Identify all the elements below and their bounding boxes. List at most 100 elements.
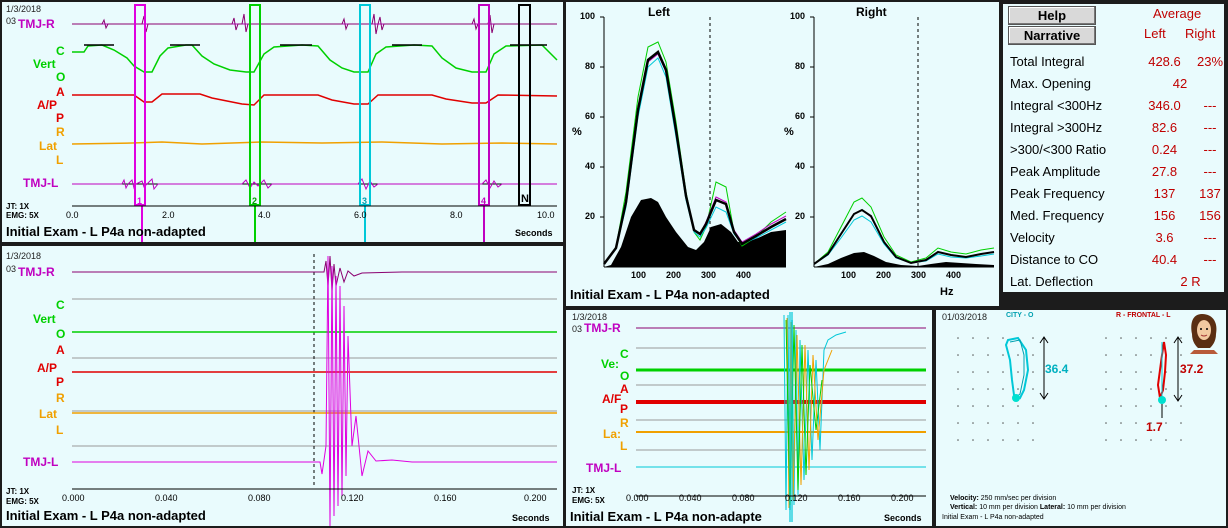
trajectory-panel: 01/03/2018 CITY - O R - FRONTAL - L 36.4… <box>936 310 1226 526</box>
channel-ap: A/P <box>37 361 58 375</box>
measure-row: Distance to CO 40.4 --- <box>1010 249 1220 271</box>
frontal-opening-value: 37.2 <box>1180 362 1204 376</box>
x-tick: 200 <box>876 270 892 280</box>
marker-4[interactable]: 4 <box>481 196 487 206</box>
channel-r: R <box>620 416 629 430</box>
left-column-header: Left <box>1144 26 1166 41</box>
channel-l: L <box>56 423 64 437</box>
measure-left: 3.6 <box>1155 230 1174 245</box>
channel-p: P <box>620 402 629 416</box>
marker-2[interactable]: 2 <box>252 196 258 206</box>
x-tick: 0.000 <box>62 493 85 503</box>
x-tick: 4.0 <box>258 210 271 220</box>
left-spectrum-title: Left <box>648 5 670 19</box>
x-tick: 0.160 <box>838 493 861 503</box>
y-axis-unit: % <box>572 126 582 138</box>
measure-left: 346.0 <box>1148 98 1181 113</box>
measure-left: 2 R <box>1180 274 1201 289</box>
x-tick: 0.040 <box>155 493 178 503</box>
channel-vert: Vert <box>33 57 56 71</box>
y-tick: 80 <box>795 61 806 71</box>
date-label: 01/03/2018 <box>942 312 988 322</box>
measure-right: --- <box>1203 98 1217 113</box>
patient-avatar <box>1190 314 1218 354</box>
x-tick: 0.000 <box>626 493 649 503</box>
y-tick: 40 <box>585 161 596 171</box>
measure-row: Lat. Deflection 2 R <box>1010 271 1220 293</box>
channel-a: A <box>56 343 65 357</box>
measure-row: Total Integral 428.6 23% <box>1010 51 1223 73</box>
date-label: 1/3/2018 <box>6 251 42 261</box>
scan-overview-panel: 1/3/2018 03 TMJ-R C Vert O A A/P P R Lat… <box>2 2 563 242</box>
velocity-label: Velocity: <box>950 495 979 502</box>
marker-3[interactable]: 3 <box>362 196 368 206</box>
sagittal-opening-value: 36.4 <box>1045 362 1069 376</box>
channel-o: O <box>620 369 630 383</box>
vertical-label: Vertical: <box>950 504 978 511</box>
x-tick: 300 <box>911 270 927 280</box>
overlay-traces <box>636 312 926 522</box>
right-column-header: Right <box>1185 26 1216 41</box>
y-tick: 80 <box>585 61 596 71</box>
narrative-button[interactable]: Narrative <box>1008 26 1096 45</box>
y-tick: 60 <box>585 111 596 121</box>
channel-p: P <box>56 111 65 125</box>
x-tick: 200 <box>666 270 682 280</box>
panel-title: Initial Exam - L P4a non-adapte <box>570 509 762 524</box>
channel-p: P <box>56 375 65 389</box>
seconds-label: Seconds <box>512 513 550 523</box>
channel-tmj-l: TMJ-L <box>586 461 622 475</box>
measure-name: Total Integral <box>1010 54 1085 69</box>
x-tick: 0.160 <box>434 493 457 503</box>
measurements-panel: Help Narrative Average Left Right Total … <box>1003 4 1224 292</box>
help-button[interactable]: Help <box>1008 6 1096 25</box>
spectrum-panel: Left Right 100 80 60 40 20 % 100 80 60 4… <box>566 2 999 306</box>
measure-row: >300/<300 Ratio 0.24 --- <box>1010 139 1220 161</box>
velocity-scale: Velocity: 250 mm/sec per division <box>950 495 1056 502</box>
channel-vert: Vert <box>33 312 56 326</box>
marker-1[interactable]: 1 <box>137 196 143 206</box>
measure-name: Integral >300Hz <box>1010 120 1103 135</box>
channel-l: L <box>56 153 64 167</box>
x-tick: 0.200 <box>524 493 547 503</box>
channel-c: C <box>620 347 629 361</box>
channel-r: R <box>56 125 65 139</box>
emg-scale: EMG: 5X <box>6 497 39 506</box>
jt-scale: JT: 1X <box>572 486 596 495</box>
average-header: Average <box>1153 6 1202 21</box>
y-tick: 40 <box>795 161 806 171</box>
row-number: 03 <box>572 324 583 334</box>
panel-title: Initial Exam - L P4a non-adapted <box>570 287 770 302</box>
overlay-trace-panel: 1/3/2018 03 TMJ-R C Ve: O A A/F P R La: … <box>566 310 932 526</box>
measure-right: --- <box>1203 142 1217 157</box>
jt-scale: JT: 1X <box>6 202 30 211</box>
x-tick: 2.0 <box>162 210 175 220</box>
channel-r: R <box>56 391 65 405</box>
channel-o: O <box>56 70 66 84</box>
channel-lat: Lat <box>39 407 57 421</box>
lateral-label: Lateral: <box>1039 504 1066 511</box>
measure-right: 137 <box>1199 186 1221 201</box>
sagittal-label: CITY - O <box>1006 312 1034 319</box>
jt-scale: JT: 1X <box>6 487 30 496</box>
measure-name: Distance to CO <box>1010 252 1099 267</box>
x-tick: 0.200 <box>891 493 914 503</box>
row-number: 03 <box>6 264 17 274</box>
marker-n[interactable]: N <box>521 193 529 205</box>
x-tick: 400 <box>736 270 752 280</box>
measure-left: 0.24 <box>1151 142 1178 157</box>
x-tick: 10.0 <box>537 210 555 220</box>
measure-left: 156 <box>1153 208 1176 223</box>
frontal-label: R - FRONTAL - L <box>1116 312 1171 319</box>
lateral-deflection-value: 1.7 <box>1146 420 1163 434</box>
row-number: 03 <box>6 16 17 26</box>
x-tick: 0.080 <box>732 493 755 503</box>
date-label: 1/3/2018 <box>6 4 42 14</box>
measure-row: Max. Opening 42 <box>1010 73 1220 95</box>
x-tick: 0.120 <box>341 493 364 503</box>
right-spectrum-title: Right <box>856 5 887 19</box>
measure-row: Peak Frequency 137 137 <box>1010 183 1221 205</box>
channel-o: O <box>56 327 66 341</box>
channel-l: L <box>620 439 628 453</box>
measure-name: Integral <300Hz <box>1010 98 1103 113</box>
